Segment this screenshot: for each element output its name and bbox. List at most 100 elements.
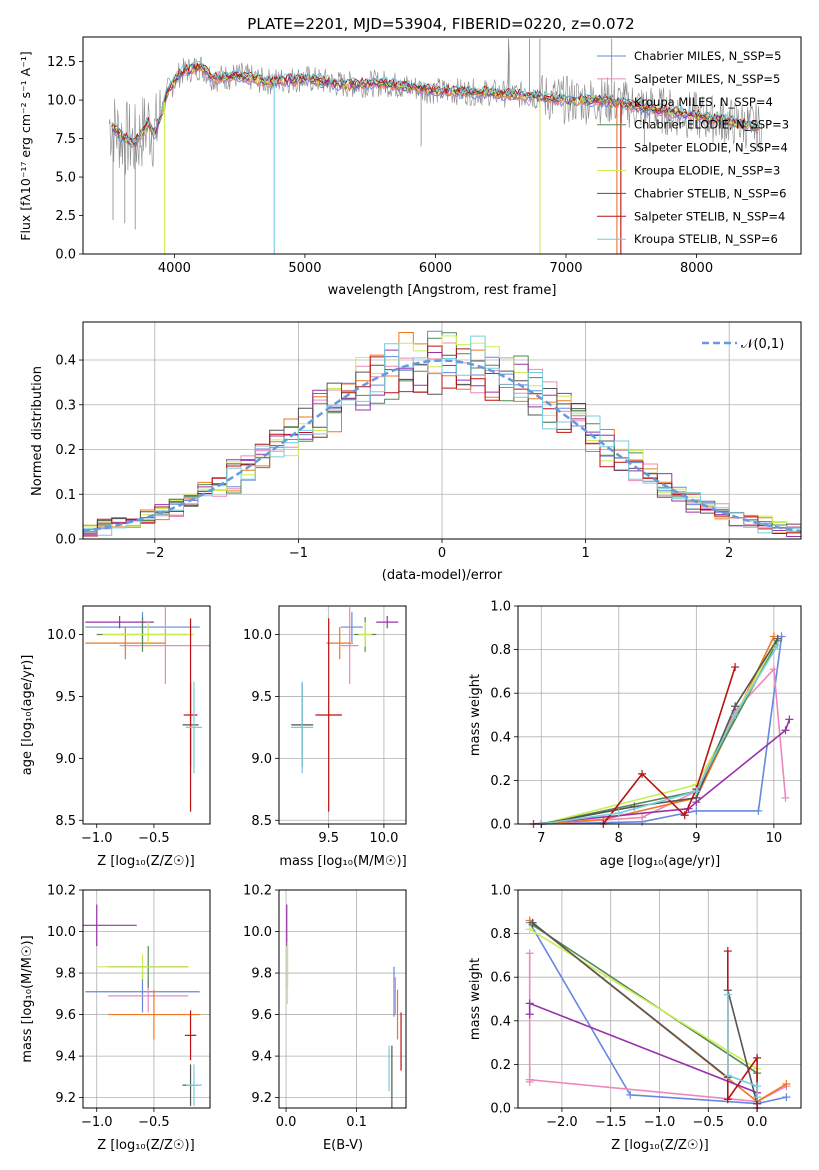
weight-point-marker [525,925,534,934]
weight-point-marker [785,715,794,724]
weight-point-marker [723,1095,732,1104]
y-tick-label: 9.6 [55,1008,76,1023]
y-tick-label: 8.5 [251,814,272,829]
histogram-data-layer [83,330,801,539]
mass-z-ticks: −1.0 −0.5 9.2 9.4 9.6 9.8 10.0 10.2 [47,884,170,1131]
weight-point-marker [753,1053,762,1062]
weight-point-marker [525,1010,534,1019]
errorbar-salp-stelib [315,618,342,812]
age-mass-frame [278,605,407,825]
weight-point-marker [525,949,534,958]
age-z-frame [82,605,211,825]
y-tick-label: 9.5 [55,690,76,705]
weight-series-krou-stelib [537,641,782,828]
weight-point-marker [723,947,732,956]
weight-point-marker [525,1075,534,1084]
weight-age-ticks: 7 8 9 10 0.0 0.2 0.4 0.6 0.8 1.0 [490,600,782,847]
y-tick-label: 0.2 [490,1058,511,1073]
weight-point-marker [638,769,647,778]
x-tick-label: 0.1 [346,1115,367,1130]
y-tick-label: 0.2 [55,443,76,458]
mass-ebv-xlabel: E(B-V) [323,1138,363,1153]
y-tick-label: 9.4 [251,1050,272,1065]
spectrum-title: PLATE=2201, MJD=53904, FIBERID=0220, z=0… [247,15,634,33]
weight-age-frame [517,605,802,825]
residual-histogram-panel: −2 −1 0 1 2 0.0 0.1 0.2 0.3 0.4 (data-model)/erro… [30,321,802,583]
age-mass-xlabel: mass [log₁₀(M/M☉)] [279,854,406,869]
weight-point-marker [781,726,790,735]
histogram-legend: 𝒩(0,1) [702,337,784,352]
age-mass-ticks: 9.5 10.0 8.5 9.0 9.5 10.0 [243,628,398,846]
spectrum-frame [82,36,802,255]
weight-point-marker [723,990,732,999]
y-tick-label: 10.0 [47,94,76,109]
y-tick-label: 10.0 [243,925,272,940]
age-vs-metallicity-panel: −1.0 −0.5 8.5 9.0 9.5 10.0 Z [log₁₀(Z/Z☉)] ag… [20,605,211,869]
legend-label-salp-miles: Salpeter MILES, N_SSP=5 [634,72,780,86]
age-z-xlabel: Z [log₁₀(Z/Z☉)] [97,854,194,869]
x-tick-label: 6000 [419,261,452,276]
weight-age-ylabel: mass weight [468,674,483,756]
weight-point-marker [680,811,689,820]
spectrum-panel: PLATE=2201, MJD=53904, FIBERID=0220, z=0… [18,15,802,298]
y-tick-label: 9.6 [251,1008,272,1023]
errorbar-chab-miles [340,612,363,642]
x-tick-label: −0.5 [693,1115,725,1130]
y-tick-label: 0.4 [490,1014,511,1029]
spectrum-xlabel: wavelength [Angstrom, rest frame] [328,283,557,298]
errorbar-krou-elodie [96,954,189,980]
mass-ebv-grid [279,889,406,1108]
weight-point-marker [731,663,740,672]
x-tick-label: 7 [537,831,545,846]
y-tick-label: 9.8 [251,967,272,982]
x-tick-label: −1.0 [644,1115,676,1130]
weight-point-marker [626,1090,635,1099]
x-tick-label: 8000 [680,261,713,276]
y-tick-label: 0.4 [55,354,76,369]
weight-z-ylabel: mass weight [468,958,483,1040]
errorbar-salp-miles [340,607,359,685]
x-tick-label: 1 [581,546,589,561]
errorbar-salp-miles [119,607,210,685]
weight-point-marker [753,1093,762,1102]
errorbar-krou-stelib [291,681,314,774]
errorbar-salp-elodie [83,904,137,947]
normal-distribution-curve [83,359,801,533]
legend-label-chab-miles: Chabrier MILES, N_SSP=5 [634,49,781,63]
y-tick-label: 9.2 [251,1091,272,1106]
mass-vs-extinction-panel: 0.0 0.1 9.2 9.4 9.6 9.8 10.0 10.2 E(B-V) [243,884,407,1153]
x-tick-label: 0.0 [276,1115,297,1130]
age-z-ticks: −1.0 −0.5 8.5 9.0 9.5 10.0 [47,628,170,846]
histogram-ylabel: Normed distribution [30,366,45,496]
y-tick-label: 9.5 [251,690,272,705]
histogram-step-krou-stelib [83,335,801,537]
y-tick-label: 10.0 [47,925,76,940]
weight-point-marker [754,806,763,815]
weight-line [529,928,758,1070]
weight-point-marker [731,702,740,711]
y-tick-label: 0.8 [490,643,511,658]
y-tick-label: 0.4 [490,730,511,745]
x-tick-label: 7000 [549,261,582,276]
legend-label-salp-elodie: Salpeter ELODIE, N_SSP=4 [634,141,788,155]
mass-ebv-frame [278,889,407,1109]
y-tick-label: 0.0 [55,533,76,548]
legend-label-chab-elodie: Chabrier ELODIE, N_SSP=3 [634,118,789,132]
y-tick-label: 0.8 [490,927,511,942]
weight-point-marker [782,1080,791,1089]
weight-point-marker [723,1071,732,1080]
weight-point-marker [525,999,534,1008]
weight-point-marker [773,641,782,650]
weight-series-krou-stelib [723,990,762,1102]
x-tick-label: 0.0 [747,1115,768,1130]
x-tick-label: 9.5 [318,831,339,846]
weight-z-ticks: −2.0 −1.5 −1.0 −0.5 0.0 0.0 0.2 0.4 0.6 0.8 1.0 [490,884,767,1131]
weight-age-xlabel: age [log₁₀(age/yr)] [600,854,721,869]
weight-point-marker [769,665,778,674]
x-tick-label: 4000 [158,261,191,276]
x-tick-label: −1.0 [81,831,113,846]
spectrum-legend: Chabrier MILES, N_SSP=5 Salpeter MILES, N… [597,49,789,246]
errorbar-salp-elodie [85,615,154,629]
weight-point-marker [614,809,623,818]
